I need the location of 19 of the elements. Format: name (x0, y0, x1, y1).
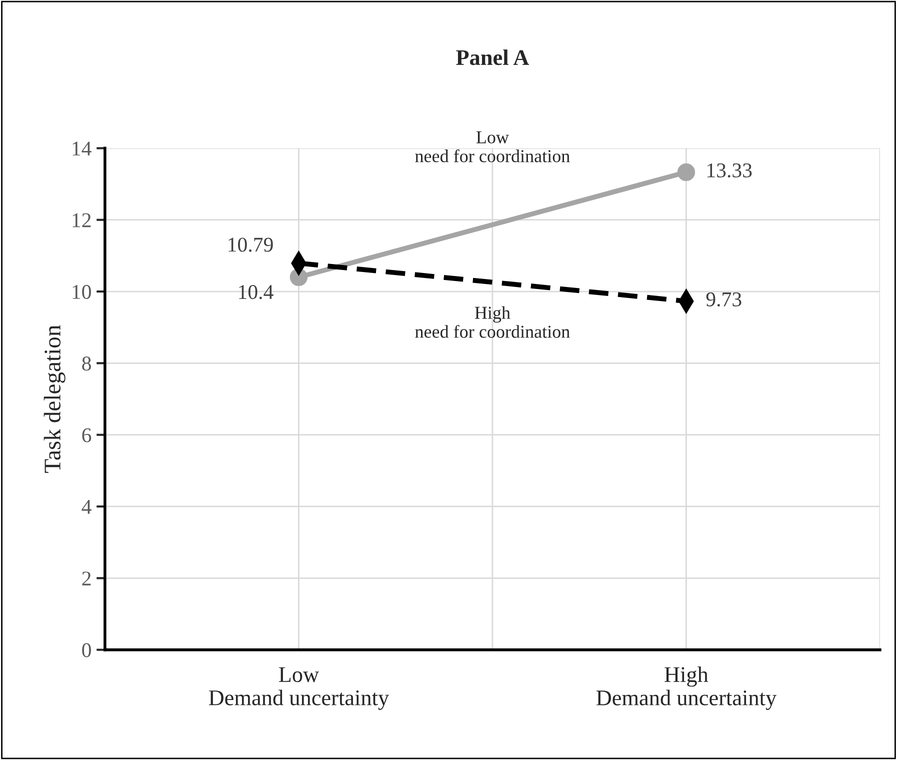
data-label: 10.79 (228, 238, 273, 252)
y-axis-title: Task delegation (44, 325, 66, 473)
point (677, 163, 696, 182)
data-label: 10.4 (239, 285, 274, 300)
data-label: 13.33 (707, 163, 752, 178)
chart-title: Panel A (456, 49, 530, 66)
y-tick-label: 14 (72, 142, 92, 156)
y-tick-label: 12 (72, 213, 91, 228)
data-label: 9.73 (706, 292, 742, 306)
series-label: High need for coordination (415, 306, 570, 338)
x-tick-label: Low Demand uncertainty (208, 667, 390, 710)
x-tick-label: High Demand uncertainty (596, 666, 777, 710)
y-tick-label: 2 (82, 572, 91, 586)
y-tick-label: 6 (82, 428, 92, 442)
y-tick-label: 8 (82, 356, 91, 371)
y-tick-label: 0 (82, 643, 91, 658)
text: Low need for coordination (415, 131, 570, 162)
y-tick-label: 4 (82, 500, 92, 514)
y-tick-label: 10 (72, 284, 91, 299)
